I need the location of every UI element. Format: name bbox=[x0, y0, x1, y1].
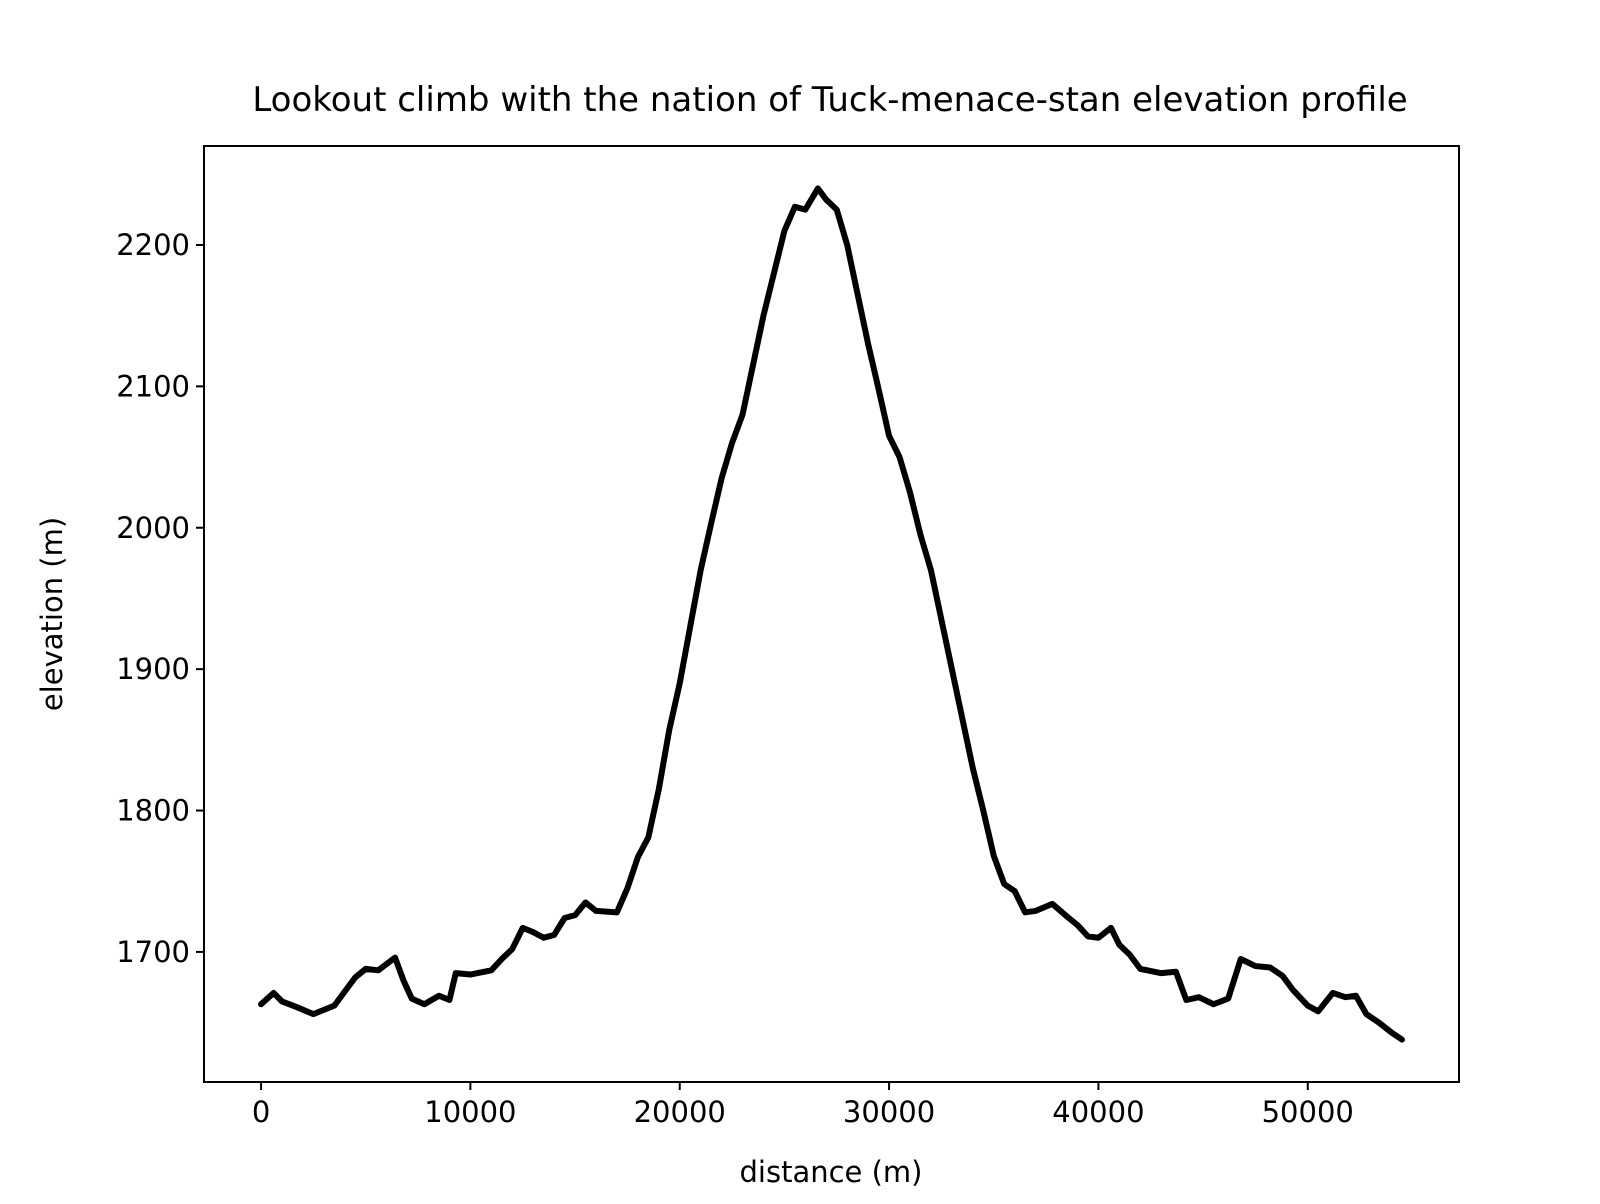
y-tick-label: 1800 bbox=[116, 794, 190, 828]
y-tick-label: 2200 bbox=[116, 228, 190, 262]
line-series bbox=[258, 185, 1405, 1043]
x-tick-label: 30000 bbox=[843, 1095, 935, 1129]
y-tick-label: 2000 bbox=[116, 511, 190, 545]
y-tick-label: 1700 bbox=[116, 935, 190, 969]
chart-title: Lookout climb with the nation of Tuck-me… bbox=[252, 80, 1407, 120]
x-axis-label: distance (m) bbox=[740, 1155, 923, 1189]
y-axis-label: elevation (m) bbox=[35, 517, 69, 711]
plot-frame bbox=[203, 145, 1460, 1083]
y-tick-label: 2100 bbox=[116, 369, 190, 403]
x-tick-label: 50000 bbox=[1262, 1095, 1354, 1129]
y-tick-label: 1900 bbox=[116, 652, 190, 686]
x-tick-label: 0 bbox=[252, 1095, 270, 1129]
x-tick-label: 40000 bbox=[1052, 1095, 1144, 1129]
x-tick-label: 20000 bbox=[634, 1095, 726, 1129]
x-tick-label: 10000 bbox=[424, 1095, 516, 1129]
